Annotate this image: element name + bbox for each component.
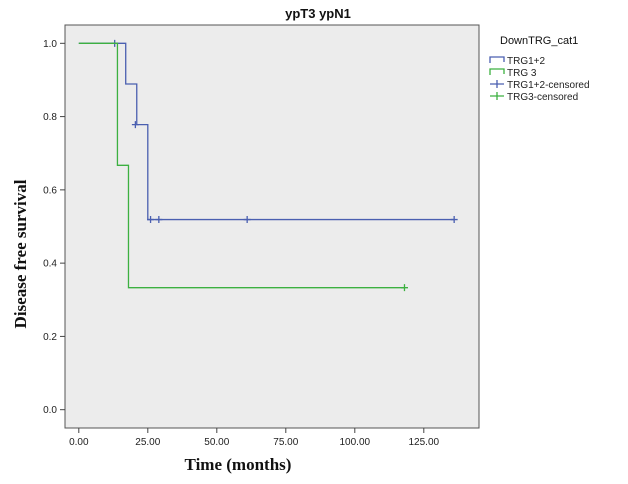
x-tick-label: 100.00 [340,437,371,448]
y-tick-label: 1.0 [43,39,57,50]
chart-title: ypT3 ypN1 [285,6,351,21]
y-tick-label: 0.2 [43,332,57,343]
legend-swatch [490,80,504,88]
y-tick-label: 0.8 [43,112,57,123]
y-axis: 0.0 0.2 0.4 0.6 0.8 1.0 [43,39,65,416]
censor-mark [155,216,163,224]
series-line-0 [78,42,455,221]
censor-mark [131,121,139,129]
x-tick-label: 0.00 [69,437,89,448]
y-axis-title: Disease free survival [11,179,30,328]
series-line-1 [78,42,405,289]
x-axis: 0.00 25.00 50.00 75.00 100.00 125.00 [69,428,440,448]
censor-mark [147,216,155,224]
x-tick-label: 50.00 [204,437,229,448]
censor-mark [243,216,251,224]
legend-swatch [490,92,504,100]
legend-swatch [489,56,505,63]
y-tick-label: 0.6 [43,185,57,196]
legend-label: TRG3-censored [507,92,578,103]
x-axis-title: Time (months) [185,455,292,474]
legend-title: DownTRG_cat1 [500,35,578,47]
plot-area [64,24,480,429]
censor-mark [450,216,458,224]
x-tick-label: 25.00 [135,437,160,448]
censor-mark [400,284,408,292]
x-tick-label: 125.00 [409,437,440,448]
y-tick-label: 0.4 [43,259,57,270]
series-layer [78,39,458,292]
legend-swatch [489,68,505,75]
y-tick-label: 0.0 [43,405,57,416]
x-tick-label: 75.00 [273,437,298,448]
legend-label: TRG 3 [507,68,537,79]
legend-label: TRG1+2-censored [507,80,590,91]
legend-label: TRG1+2 [507,56,546,67]
